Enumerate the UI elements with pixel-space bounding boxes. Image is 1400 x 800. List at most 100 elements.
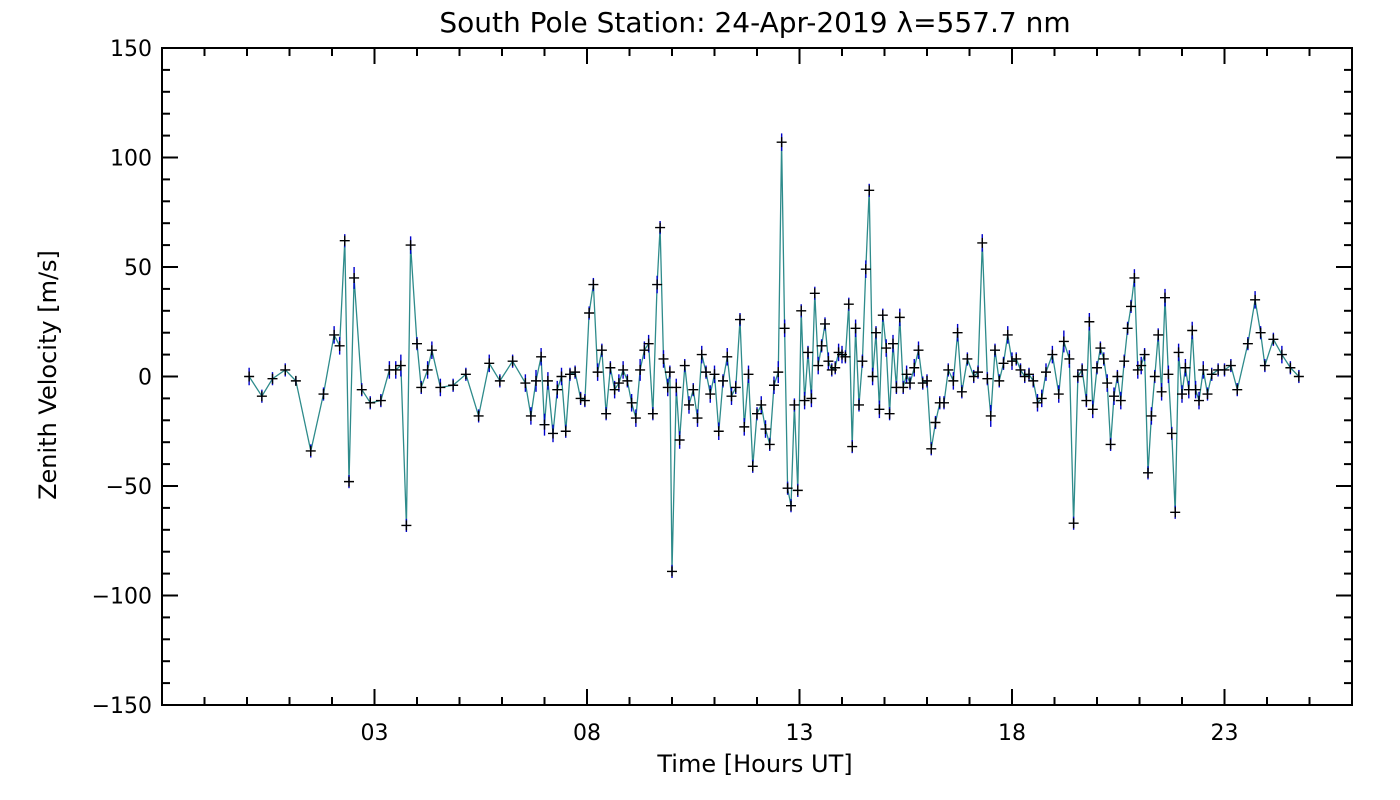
data-point-marker	[688, 384, 699, 395]
data-point-marker	[820, 318, 830, 329]
data-point-marker	[871, 327, 881, 338]
data-point-marker	[1024, 369, 1034, 380]
data-point-marker	[747, 461, 758, 472]
data-point-marker	[1146, 410, 1157, 421]
y-tick-label: −50	[106, 475, 152, 500]
data-point-marker	[579, 395, 590, 406]
x-tick-label: 08	[573, 721, 601, 746]
data-point-marker	[622, 375, 633, 386]
data-point-marker	[1007, 356, 1017, 367]
data-point-marker	[1187, 325, 1198, 336]
data-point-marker	[1036, 393, 1047, 404]
data-point-marker	[816, 340, 827, 351]
data-point-marker	[671, 382, 682, 393]
data-point-marker	[1072, 371, 1083, 382]
data-point-marker	[867, 371, 878, 382]
data-point-marker	[639, 345, 650, 356]
data-point-marker	[473, 410, 484, 421]
data-point-marker	[1173, 347, 1184, 358]
data-point-marker	[280, 364, 291, 375]
data-point-marker	[520, 378, 531, 389]
data-point-marker	[401, 520, 412, 531]
data-point-marker	[1126, 301, 1136, 312]
data-point-marker	[806, 393, 817, 404]
data-point-marker	[813, 360, 824, 371]
data-point-marker	[531, 375, 541, 386]
data-point-marker	[592, 367, 603, 378]
data-point-marker	[692, 413, 703, 424]
data-point-marker	[847, 441, 858, 452]
data-point-marker	[786, 500, 796, 511]
data-point-marker	[609, 384, 620, 395]
data-point-marker	[1129, 272, 1140, 283]
data-point-marker	[256, 391, 267, 402]
data-point-marker	[948, 375, 959, 386]
data-point-marker	[375, 395, 386, 406]
data-point-marker	[877, 310, 888, 321]
data-point-marker	[652, 279, 663, 290]
plot-frame	[161, 47, 1353, 706]
data-point-marker	[1081, 395, 1092, 406]
data-point-marker	[1232, 384, 1243, 395]
data-point-marker	[884, 408, 895, 419]
data-point-marker	[782, 483, 793, 494]
x-tick-label: 18	[998, 721, 1026, 746]
data-point-marker	[1255, 327, 1266, 338]
data-point-marker	[994, 375, 1005, 386]
data-point-marker	[726, 391, 737, 402]
data-point-marker	[901, 369, 912, 380]
data-point-marker	[968, 371, 979, 382]
data-point-marker	[1293, 371, 1304, 382]
data-point-marker	[930, 417, 941, 428]
data-point-marker	[769, 380, 779, 391]
data-point-marker	[809, 288, 820, 299]
data-point-marker	[713, 426, 724, 437]
data-point-marker	[596, 345, 607, 356]
data-point-marker	[1206, 369, 1217, 380]
data-point-marker	[789, 399, 800, 410]
data-point-marker	[290, 375, 301, 386]
data-point-marker	[776, 137, 787, 148]
data-point-marker	[1259, 360, 1270, 371]
data-point-marker	[1028, 375, 1039, 386]
data-point-marker	[679, 360, 690, 371]
data-point-marker	[643, 338, 654, 349]
data-point-marker	[542, 375, 553, 386]
y-tick-label: 100	[110, 147, 152, 172]
data-point-marker	[860, 264, 871, 275]
data-point-marker	[412, 338, 422, 349]
data-point-marker	[588, 279, 599, 290]
data-point-marker	[1064, 353, 1075, 364]
data-point-marker	[898, 382, 909, 393]
data-point-marker	[339, 235, 350, 246]
data-point-marker	[1098, 353, 1109, 364]
data-point-marker	[507, 356, 518, 367]
x-axis-label: Time [Hours UT]	[656, 750, 852, 778]
data-point-marker	[525, 410, 536, 421]
data-point-marker	[1119, 356, 1130, 367]
data-point-marker	[658, 353, 669, 364]
data-point-marker	[739, 421, 750, 432]
data-point-marker	[722, 351, 733, 362]
data-point-marker	[1032, 397, 1043, 408]
data-point-marker	[1198, 364, 1209, 375]
data-point-marker	[655, 222, 666, 233]
data-point-marker	[626, 397, 637, 408]
data-point-marker	[952, 327, 963, 338]
data-point-marker	[977, 237, 988, 248]
data-point-marker	[874, 404, 885, 415]
data-point-marker	[605, 362, 616, 373]
y-tick-label: −150	[92, 694, 152, 719]
data-point-marker	[752, 408, 762, 419]
data-point-marker	[1139, 349, 1150, 360]
data-point-marker	[854, 399, 864, 410]
data-point-marker	[601, 408, 612, 419]
data-point-marker	[917, 378, 928, 389]
data-point-marker	[764, 439, 775, 450]
data-point-marker	[843, 299, 854, 310]
data-point-marker	[922, 375, 932, 386]
x-tick-label: 13	[786, 721, 814, 746]
data-point-marker	[962, 353, 973, 364]
x-tick-label: 03	[361, 721, 389, 746]
